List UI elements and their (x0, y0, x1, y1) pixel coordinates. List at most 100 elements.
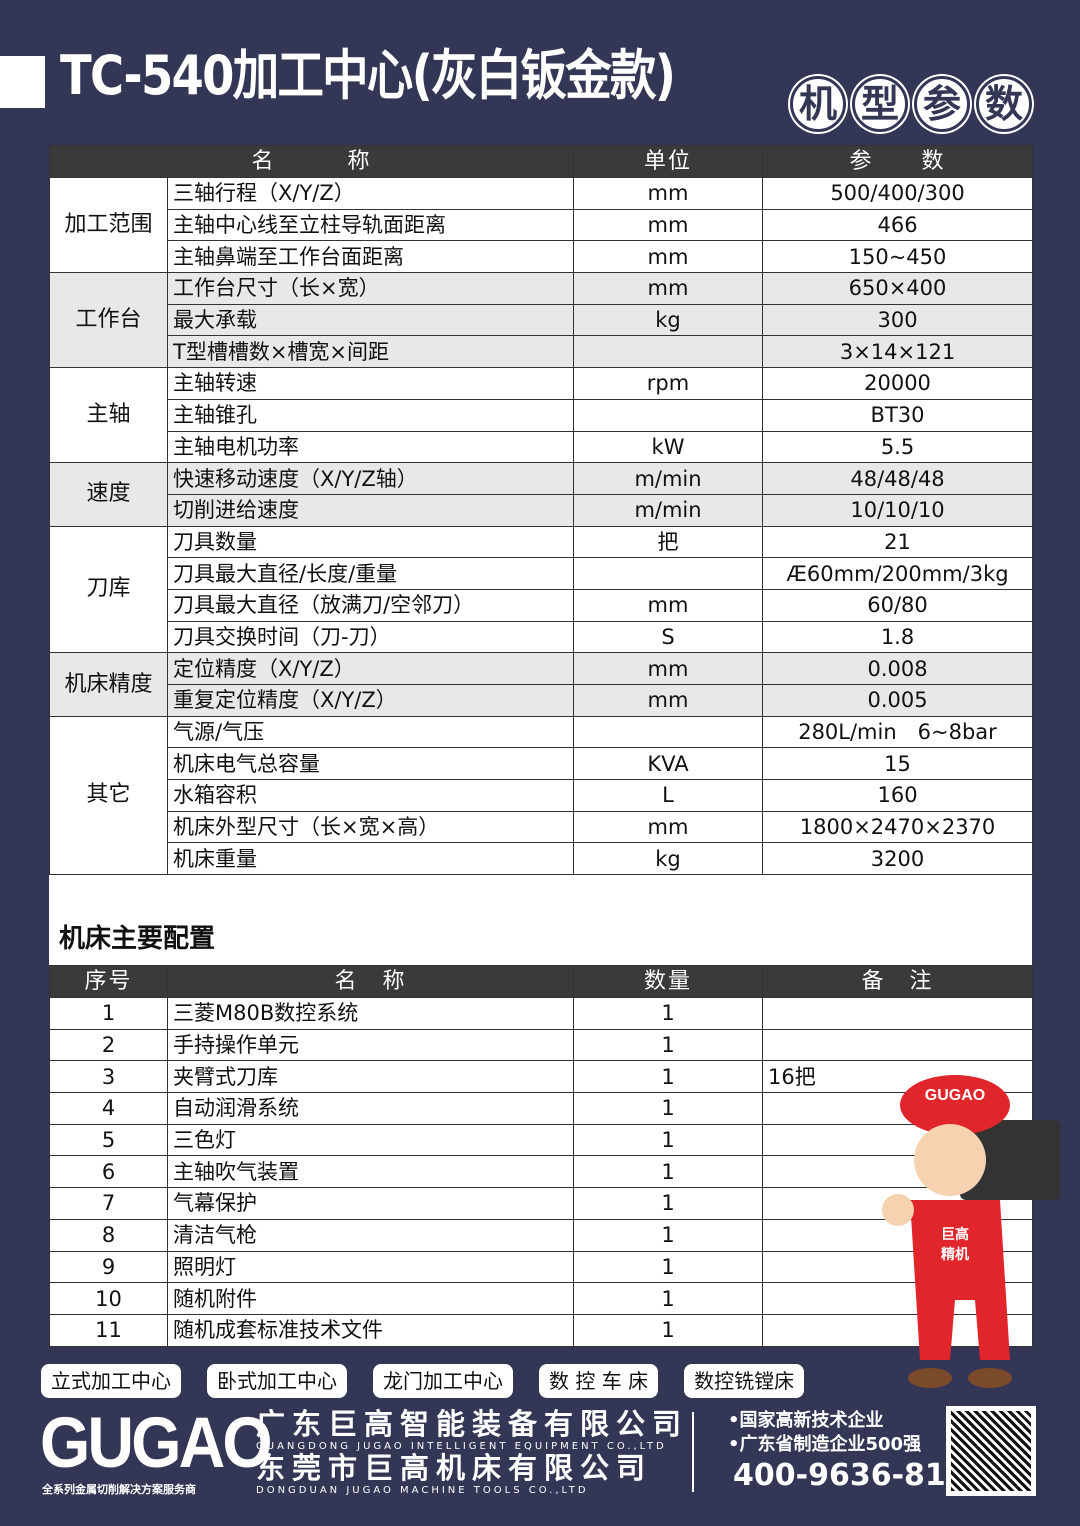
param-unit: kg (573, 303, 764, 337)
param-unit (573, 335, 764, 369)
toolbox-shape (960, 1120, 1060, 1200)
param-unit: S (573, 620, 764, 654)
config-index: 5 (49, 1123, 168, 1157)
spec-row: 主轴鼻端至工作台面距离 mm 150~450 (50, 240, 1034, 274)
param-value: 650×400 (762, 272, 1034, 305)
slogan: 全系列金属切削解决方案服务商 (42, 1483, 196, 1496)
param-unit (573, 557, 764, 590)
param-name: 水箱容积 (166, 779, 575, 812)
config-qty: 1 (573, 1123, 763, 1157)
param-value: 3200 (762, 842, 1034, 876)
param-unit: mm (573, 810, 764, 844)
param-value: 1.8 (762, 620, 1034, 654)
param-name: 主轴鼻端至工作台面距离 (166, 240, 575, 274)
param-name: 气源/气压 (166, 715, 575, 749)
spec-badge: 机 型 参 数 (790, 76, 1032, 132)
param-value: 3×14×121 (762, 335, 1034, 369)
category-link[interactable]: 数 控 车 床 (539, 1364, 659, 1398)
company2-cn: 东莞市巨高机床有限公司 (256, 1451, 653, 1485)
spec-row: 重复定位精度（X/Y/Z） mm 0.005 (49, 684, 1034, 717)
config-index: 2 (49, 1028, 168, 1062)
spec-row: 主轴锥孔 BT30 (50, 398, 1034, 432)
category-link[interactable]: 龙门加工中心 (373, 1364, 513, 1398)
config-qty: 1 (573, 997, 763, 1030)
company2-en: DONGDUAN JUGAO MACHINE TOOLS CO.,LTD (256, 1485, 589, 1496)
config-index: 1 (49, 997, 168, 1030)
config-qty: 1 (573, 1155, 763, 1189)
param-name: 刀具最大直径/长度/重量 (166, 557, 575, 590)
param-value: 300 (762, 303, 1034, 337)
param-name: 机床外型尺寸（长×宽×高） (166, 810, 575, 844)
cap-shape (900, 1075, 1010, 1135)
spec-row: 水箱容积 L 160 (50, 779, 1034, 812)
category-link[interactable]: 卧式加工中心 (207, 1364, 347, 1398)
param-name: 最大承载 (166, 303, 575, 337)
config-remark (762, 1028, 1033, 1062)
param-name: 刀具交换时间（刀-刀） (166, 620, 575, 654)
config-name: 主轴吹气装置 (167, 1155, 574, 1189)
title-marker (0, 56, 45, 108)
category-link[interactable]: 数控铣镗床 (684, 1364, 805, 1398)
param-unit: KVA (573, 747, 764, 781)
param-name: 三轴行程（X/Y/Z） (166, 177, 575, 210)
feature: •广东省制造企业500强 (728, 1434, 922, 1455)
param-value: 160 (762, 779, 1034, 812)
thumb-shape (882, 1194, 914, 1226)
param-unit: kW (573, 430, 764, 464)
spec-row: 机床重量 kg 3200 (50, 842, 1034, 876)
param-name: 刀具数量 (166, 525, 575, 559)
param-unit: rpm (573, 367, 764, 400)
param-value: 0.008 (762, 652, 1034, 685)
config-name: 清洁气枪 (167, 1218, 574, 1252)
config-row: 11 随机成套标准技术文件 1 (49, 1313, 1033, 1347)
spec-row: 工作台 工作台尺寸（长×宽） mm 650×400 (49, 272, 1034, 369)
group-label: 速度 (49, 462, 168, 527)
category-link[interactable]: 立式加工中心 (41, 1364, 181, 1398)
boot-shape (908, 1368, 952, 1388)
header-index: 序号 (49, 965, 168, 998)
param-name: 主轴中心线至立柱导轨面距离 (166, 208, 575, 242)
group-label: 机床精度 (49, 652, 168, 717)
param-value: 466 (762, 208, 1034, 242)
param-name: 工作台尺寸（长×宽） (166, 272, 575, 305)
param-unit: mm (573, 208, 764, 242)
spec-row: 机床电气总容量 KVA 15 (50, 747, 1034, 781)
spec-row: 速度 快速移动速度（X/Y/Z轴） m/min 48/48/48 (49, 462, 1034, 527)
config-row: 2 手持操作单元 1 (49, 1028, 1033, 1062)
config-index: 4 (49, 1092, 168, 1125)
spec-table: 名 称 单位 参 数 加工范围 三轴行程（X/Y/Z） mm 500/400/300 主… (48, 145, 1034, 876)
config-name: 随机附件 (167, 1282, 574, 1315)
param-value: BT30 (762, 398, 1034, 432)
spec-row: 最大承载 kg 300 (49, 303, 1034, 337)
config-qty: 1 (573, 1187, 763, 1220)
param-unit: L (573, 779, 764, 812)
spec-row: 切削进给速度 m/min 10/10/10 (49, 493, 1034, 527)
param-value: 0.005 (762, 684, 1034, 717)
config-name: 三色灯 (167, 1123, 574, 1157)
qr-code (946, 1406, 1036, 1496)
param-unit: mm (573, 272, 764, 305)
config-row: 8 清洁气枪 1 (49, 1218, 1033, 1252)
config-name: 气幕保护 (167, 1187, 574, 1220)
config-index: 7 (49, 1187, 168, 1220)
param-unit: m/min (573, 462, 764, 495)
spec-row: 主轴电机功率 kW 5.5 (50, 430, 1034, 464)
config-name: 三菱M80B数控系统 (167, 997, 574, 1030)
param-name: 机床重量 (166, 842, 575, 876)
config-qty: 1 (573, 1282, 763, 1315)
phone-number: 400-9636-818 (733, 1458, 967, 1493)
param-value: 150~450 (762, 240, 1034, 274)
param-name: 切削进给速度 (166, 493, 575, 527)
config-qty: 1 (573, 1060, 763, 1094)
config-qty: 1 (573, 1313, 763, 1347)
config-index: 6 (49, 1155, 168, 1189)
spec-row: 主轴中心线至立柱导轨面距离 mm 466 (50, 208, 1034, 242)
param-value: 500/400/300 (762, 177, 1034, 210)
config-qty: 1 (573, 1028, 763, 1062)
param-value: 21 (762, 525, 1034, 559)
param-value: 20000 (762, 367, 1034, 400)
param-name: 定位精度（X/Y/Z） (166, 652, 575, 685)
param-unit: mm (573, 684, 764, 717)
header-name: 名 称 (167, 965, 574, 998)
header-remark: 备 注 (762, 965, 1033, 998)
